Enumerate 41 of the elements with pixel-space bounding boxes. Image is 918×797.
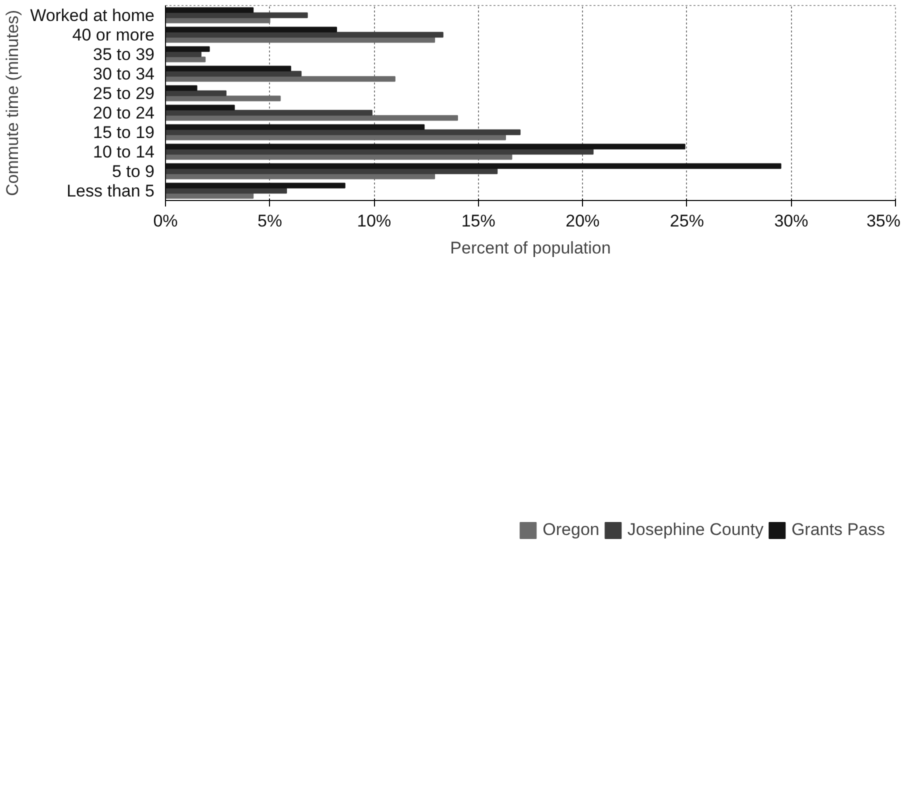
x-tick-label: 35% xyxy=(866,212,901,230)
x-tick-label: 0% xyxy=(153,212,178,230)
bar xyxy=(166,104,235,110)
bar xyxy=(166,163,782,169)
legend-label: Grants Pass xyxy=(791,520,885,540)
bar xyxy=(166,85,198,91)
y-tick-label: Worked at home xyxy=(30,6,155,25)
bar xyxy=(166,12,308,18)
x-tick-label: 10% xyxy=(357,212,392,230)
x-tick-label: 25% xyxy=(670,212,704,230)
y-tick-label: 30 to 34 xyxy=(93,64,155,84)
x-tick-label: 20% xyxy=(566,212,600,230)
bar xyxy=(166,66,292,72)
x-tick-label: 15% xyxy=(461,212,496,230)
bar xyxy=(166,26,338,32)
bar xyxy=(166,144,686,150)
y-tick-label: 35 to 39 xyxy=(93,44,155,64)
bar xyxy=(166,32,444,38)
bar xyxy=(166,110,372,116)
y-tick-label: 40 or more xyxy=(72,25,154,44)
bar xyxy=(166,7,254,13)
y-axis-title: Commute time (minutes) xyxy=(3,10,22,196)
y-tick-label: 15 to 19 xyxy=(93,122,155,142)
legend-label: Josephine County xyxy=(627,520,764,540)
y-tick-label: 20 to 24 xyxy=(93,103,155,122)
bar xyxy=(166,46,210,52)
bar xyxy=(166,124,425,130)
bar xyxy=(166,134,506,140)
bar xyxy=(166,90,226,96)
y-tick-label: 5 to 9 xyxy=(112,162,155,181)
bar xyxy=(166,193,254,199)
x-axis-title: Percent of population xyxy=(450,238,611,258)
bar xyxy=(166,129,521,136)
legend-label: Oregon xyxy=(542,520,600,540)
x-tick-label: 30% xyxy=(774,212,808,230)
y-tick-label: Less than 5 xyxy=(66,181,155,200)
bar xyxy=(166,56,206,62)
x-tick-label: 5% xyxy=(258,212,282,230)
y-tick-label: 25 to 29 xyxy=(93,84,155,103)
y-tick-label: 10 to 14 xyxy=(93,142,155,162)
bar xyxy=(166,182,346,188)
